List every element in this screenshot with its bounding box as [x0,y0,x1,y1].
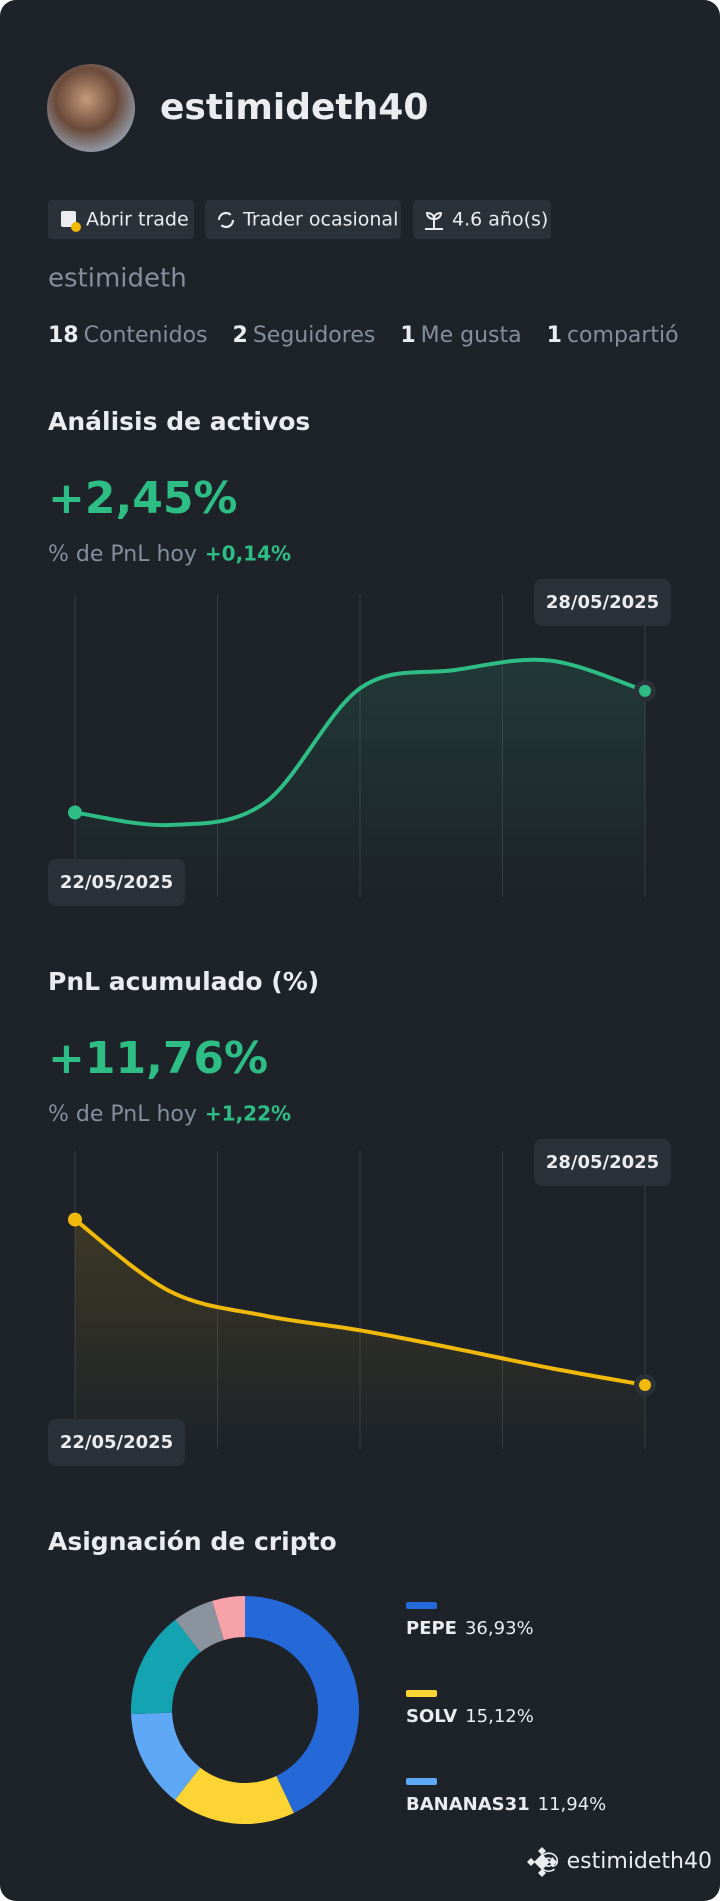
section-title: Análisis de activos [48,407,310,436]
stat-count: 1 [547,323,562,348]
stat-label: Seguidores [253,323,376,348]
badge-icon [425,211,443,230]
date-label: 22/05/2025 [60,872,173,893]
legend-label: PEPE [406,1618,457,1639]
today-value: +0,14% [205,542,291,566]
date-pill [534,1139,671,1186]
badge-icon [217,211,235,229]
badge [205,200,401,239]
today-value: +1,22% [205,1102,291,1126]
date-pill [48,1419,185,1466]
date-pill [48,859,185,906]
badge-label: Abrir trade [86,209,189,231]
badge-icon [61,211,76,227]
date-label: 22/05/2025 [60,1432,173,1453]
point [68,805,82,820]
date-label: 28/05/2025 [546,592,659,613]
donut-slice [131,1619,201,1715]
point [639,1379,651,1392]
username: estimideth40 [160,87,428,128]
legend-swatch [406,1690,437,1697]
section-title: Asignación de cripto [48,1527,337,1556]
donut-slice [175,1600,224,1653]
line [73,1218,646,1387]
stat-count: 1 [400,323,415,348]
legend-swatch [406,1778,437,1785]
donut-slice [245,1596,360,1813]
badge-label: 4.6 año(s) [452,209,548,231]
avatar[interactable] [47,64,135,152]
stat-label: compartió [567,323,679,348]
headline-value: +11,76% [48,1033,268,1084]
stat-count: 18 [48,323,79,348]
badge-label: Trader ocasional [242,209,398,231]
date-pill [534,579,671,626]
badges: Abrir trade Trader ocasional 4.6 año(s) [48,200,551,239]
badge [48,200,194,239]
footer-handle: @ estimideth40 [538,1849,712,1874]
point [639,684,651,697]
donut-slice [131,1712,201,1800]
today-label: % de PnL hoy [48,542,197,567]
legend-value: 11,94% [538,1794,607,1815]
legend-value: 36,93% [465,1618,534,1639]
point [68,1212,82,1227]
legend-label: SOLV [406,1706,457,1727]
stat-label: Me gusta [421,323,522,348]
section-title: PnL acumulado (%) [48,967,319,996]
stat-count: 2 [233,323,248,348]
legend-swatch [406,1602,437,1609]
today-label: % de PnL hoy [48,1102,197,1127]
area [75,659,645,897]
badge [413,200,551,239]
date-label: 28/05/2025 [546,1152,659,1173]
line [74,657,646,828]
donut-slice [212,1596,245,1641]
legend-value: 15,12% [465,1706,534,1727]
badge-icon [71,222,81,232]
footer-logo [527,1847,557,1877]
headline-value: +2,45% [48,473,238,524]
donut-slice [174,1767,294,1824]
stat-label: Contenidos [84,323,208,348]
handle: estimideth [48,264,187,294]
legend-label: BANANAS31 [406,1794,530,1815]
area [75,1219,645,1449]
